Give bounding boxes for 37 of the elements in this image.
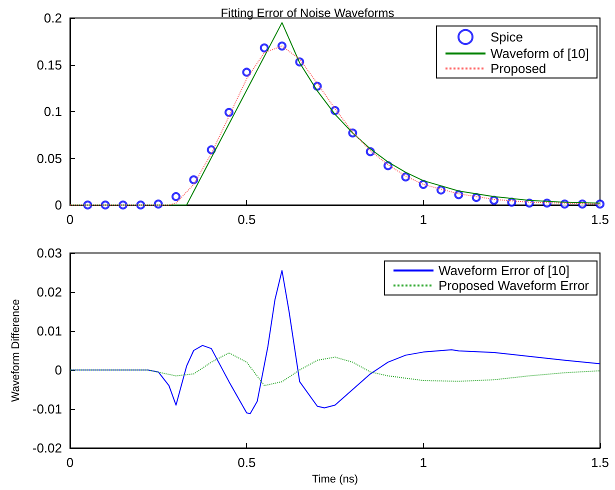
x-tick-label: 1.5 — [590, 455, 610, 470]
y-tick-label: -0.01 — [32, 402, 62, 416]
point — [490, 196, 498, 205]
point — [278, 42, 286, 51]
legend-label: Proposed — [490, 61, 546, 76]
point — [260, 43, 269, 52]
point — [242, 68, 252, 77]
x-tick-label: 0 — [66, 212, 74, 227]
y-tick-label: 0.05 — [36, 150, 62, 166]
legend-label: Proposed Waveform Error — [438, 278, 590, 293]
y-tick-label: -0.02 — [32, 440, 62, 456]
y-tick-label: 0.1 — [44, 104, 62, 119]
point — [401, 172, 410, 182]
point — [436, 186, 446, 195]
y-tick-label: 0.2 — [44, 10, 62, 26]
legend-label: Waveform of [10] — [490, 46, 590, 61]
y-tick-label: 0.02 — [36, 284, 62, 300]
y-tick-label: 0 — [54, 362, 62, 378]
legend-label: Spice — [490, 30, 524, 44]
y-tick-label: 0.01 — [36, 324, 62, 338]
y-tick-label: 0.03 — [36, 246, 62, 260]
legend-label: Waveform Error of [10] — [438, 263, 570, 278]
point — [224, 108, 234, 117]
x-tick-label: 0.5 — [238, 212, 256, 227]
point — [189, 175, 198, 184]
chart-title: Fitting Error of Noise Waveforms — [220, 6, 394, 20]
x-tick-label: 1.5 — [590, 212, 610, 227]
y-tick-label: 0.15 — [36, 57, 62, 72]
x-tick-label: 0 — [66, 455, 74, 470]
point — [172, 192, 180, 202]
line-series — [70, 352, 600, 386]
x-tick-label: 0.5 — [238, 455, 256, 470]
x-tick-label: 1 — [420, 212, 427, 227]
y-axis-title: Waveform Difference — [10, 299, 22, 402]
x-axis-title: Time (ns) — [312, 474, 358, 486]
x-tick-label: 1 — [420, 455, 427, 470]
y-tick-label: 0 — [54, 198, 62, 212]
